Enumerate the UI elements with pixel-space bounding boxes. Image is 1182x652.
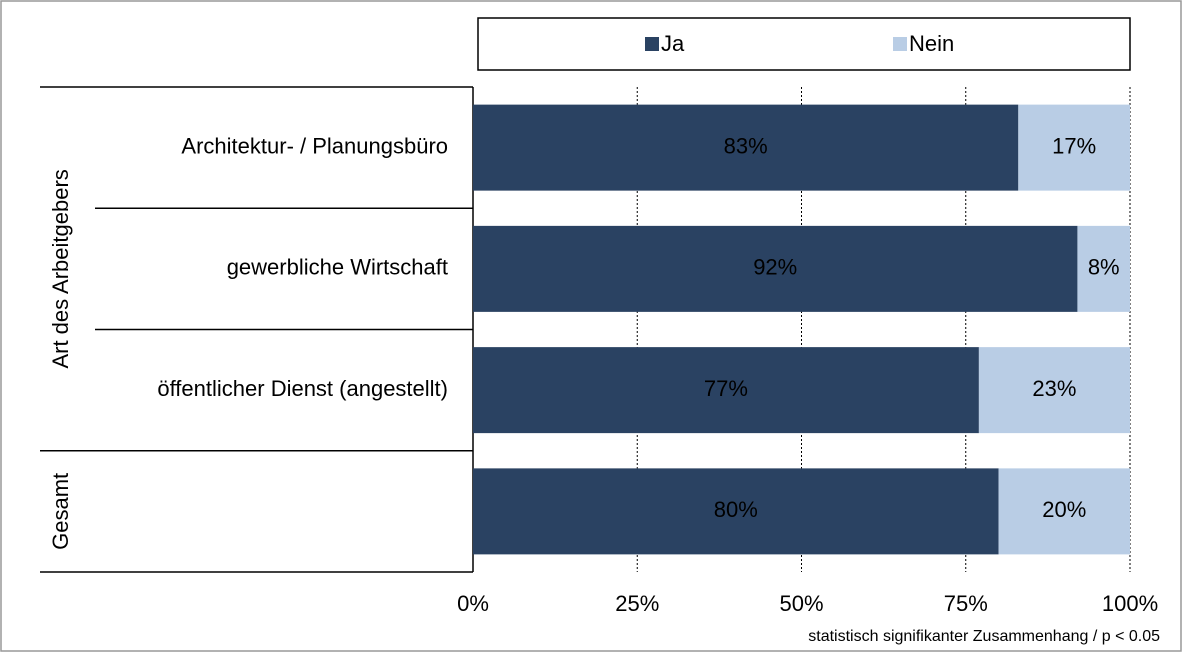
value-label: 80% [714,497,758,522]
legend-label: Nein [909,31,954,56]
bar-segment [473,347,979,434]
category-label: Architektur- / Planungsbüro [181,133,448,158]
bar-segment [998,468,1130,555]
note: statistisch signifikanter Zusammenhang /… [808,628,1160,645]
value-label: 77% [704,376,748,401]
bar-segment [473,225,1078,312]
category-label: öffentlicher Dienst (angestellt) [157,376,448,401]
x-tick-label: 75% [944,591,988,616]
group-label: Art des Arbeitgebers [48,169,73,368]
value-label: 83% [724,133,768,158]
x-tick-label: 50% [779,591,823,616]
x-tick-label: 0% [457,591,489,616]
x-tick-label: 25% [615,591,659,616]
value-label: 23% [1032,376,1076,401]
bar-segment [473,468,999,555]
value-label: 17% [1052,133,1096,158]
x-tick-label: 100% [1102,591,1158,616]
category-label: gewerbliche Wirtschaft [227,255,448,280]
legend-label: Ja [661,31,685,56]
bar-segment [1077,225,1130,312]
value-label: 8% [1088,255,1120,280]
bar-segment [1018,104,1130,191]
group-label: Gesamt [48,473,73,550]
bar-segment [978,347,1130,434]
legend-box [477,17,1131,71]
bar-segment [473,104,1019,191]
value-label: 20% [1042,497,1086,522]
value-label: 92% [753,255,797,280]
legend-swatch [645,37,659,51]
legend-swatch [893,37,907,51]
